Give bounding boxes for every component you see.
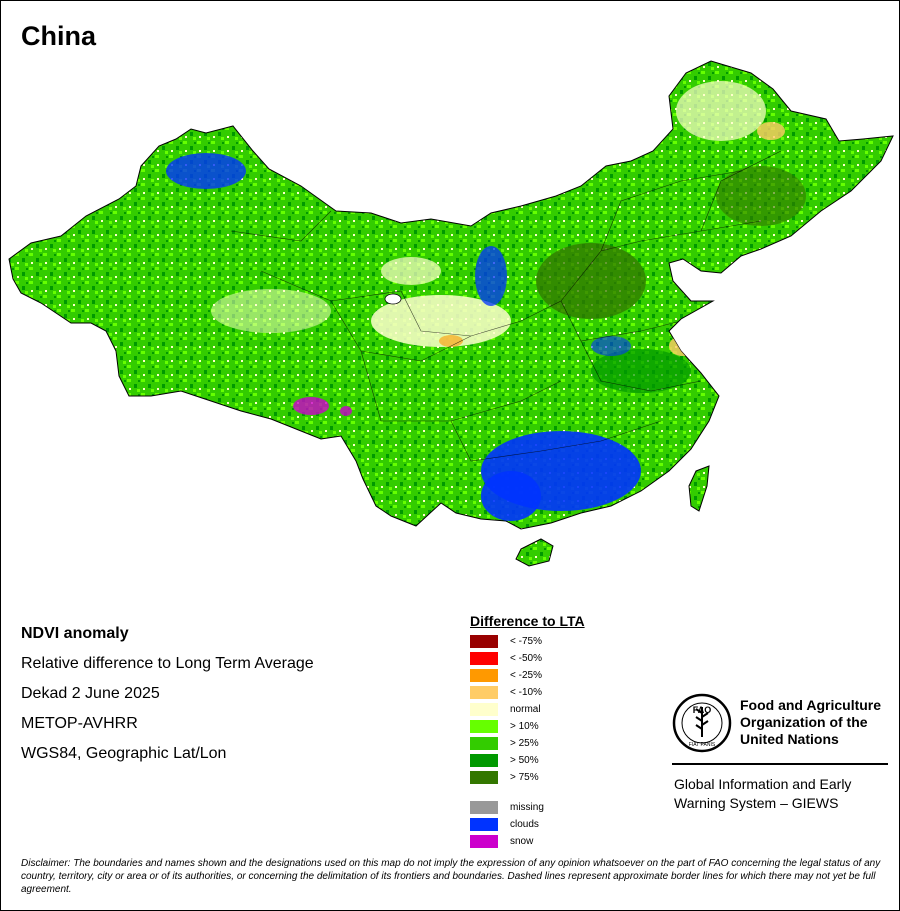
giews-name: Global Information and Early Warning Sys… [674,775,851,813]
legend-label: normal [510,704,541,715]
legend-row: < -75% [470,633,585,650]
ndvi-anomaly-map [8,60,894,567]
legend-swatch [470,703,498,716]
positive-area [591,349,691,393]
legend-row: missing [470,799,585,816]
legend-title: Difference to LTA [470,613,585,629]
disclaimer: Disclaimer: The boundaries and names sho… [21,858,881,895]
snow-patch [293,397,329,415]
product-projection: WGS84, Geographic Lat/Lon [21,745,227,762]
fao-name-line3: United Nations [740,731,839,747]
legend-row: < -50% [470,650,585,667]
legend-row: snow [470,833,585,850]
legend-swatch [470,754,498,767]
legend-swatch [470,771,498,784]
fao-logo: FAO FIAT PANIS [672,693,732,753]
legend-row: > 25% [470,735,585,752]
strong-positive-area [536,243,646,319]
negative-anomaly-patch [757,122,785,140]
legend-label: clouds [510,819,539,830]
map-info: NDVI anomaly Relative difference to Long… [21,619,314,769]
product-period: Dekad 2 June 2025 [21,685,160,702]
legend: Difference to LTA < -75% < -50% < -25% < -1… [470,613,585,850]
product-name: NDVI anomaly [21,625,129,642]
legend-row: < -25% [470,667,585,684]
legend-label: > 25% [510,738,539,749]
legend-row: normal [470,701,585,718]
fao-name-line2: Organization of the [740,714,868,730]
legend-label: > 10% [510,721,539,732]
legend-swatch [470,669,498,682]
product-sensor: METOP-AVHRR [21,715,138,732]
snow-patch [340,406,352,416]
qinghai-lake [384,293,402,305]
strong-positive-area [716,166,806,226]
normal-area-qaidam [381,257,441,285]
giews-line1: Global Information and Early [674,776,852,792]
legend-label: missing [510,802,544,813]
giews-line2: Warning System – GIEWS [674,795,839,811]
legend-swatch [470,737,498,750]
legend-row: > 50% [470,752,585,769]
fao-logo-text: FAO [693,705,712,715]
product-description: Relative difference to Long Term Average [21,655,314,672]
clouds-central [475,246,507,306]
legend-swatch [470,635,498,648]
legend-swatch [470,801,498,814]
hainan-island [515,538,554,567]
province-boundaries [230,150,782,462]
divider [672,763,888,765]
clouds-east [591,336,631,356]
legend-label: < -25% [510,670,542,681]
legend-swatch [470,652,498,665]
legend-label: < -10% [510,687,542,698]
legend-extra: missing clouds snow [470,799,585,850]
legend-label: < -50% [510,653,542,664]
legend-row: clouds [470,816,585,833]
fao-logo-motto: FIAT PANIS [689,742,716,748]
fao-name: Food and Agriculture Organization of the… [740,697,881,748]
map-title: China [21,21,97,51]
legend-row: > 10% [470,718,585,735]
negative-anomaly-patch [439,335,463,347]
normal-area-northeast [676,81,766,141]
normal-area-loess [371,295,511,347]
clouds-xinjiang [166,153,246,189]
legend-label: > 50% [510,755,539,766]
legend-swatch [470,686,498,699]
normal-area-plateau [211,289,331,333]
legend-swatch [470,818,498,831]
legend-row: > 75% [470,769,585,786]
legend-label: < -75% [510,636,542,647]
legend-label: snow [510,836,534,847]
legend-swatch [470,835,498,848]
legend-row: < -10% [470,684,585,701]
clouds-guangxi [481,471,541,521]
legend-swatch [470,720,498,733]
taiwan-island [688,465,710,512]
legend-items: < -75% < -50% < -25% < -10% normal > 10% > 25%… [470,633,585,786]
legend-label: > 75% [510,772,539,783]
fao-name-line1: Food and Agriculture [740,697,882,713]
